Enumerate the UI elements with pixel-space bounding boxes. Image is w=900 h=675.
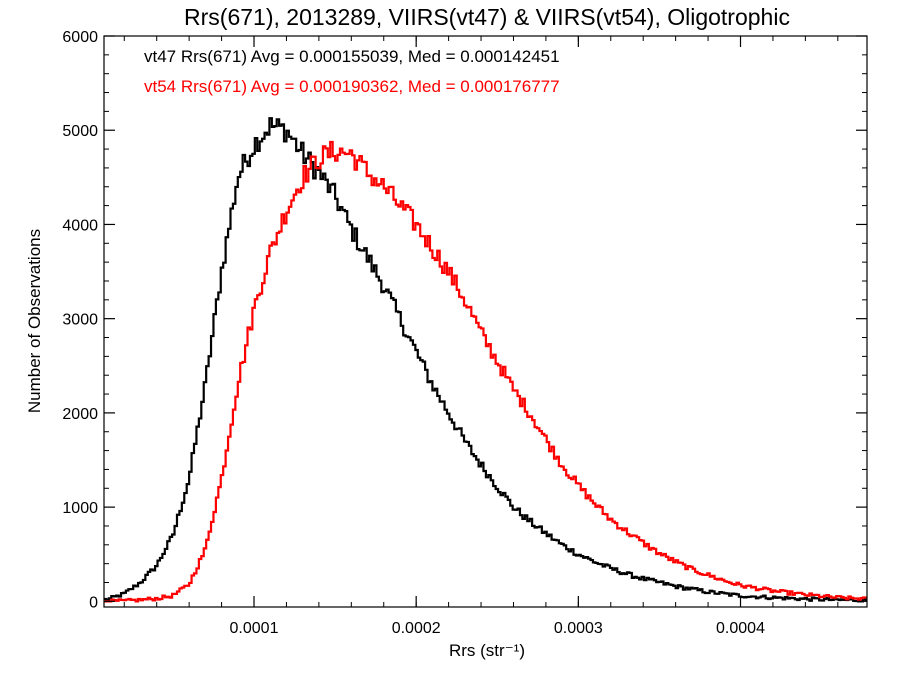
y-tick-label: 5000 — [62, 123, 98, 140]
x-tick-label: 0.0001 — [230, 620, 279, 637]
y-tick-label: 4000 — [62, 217, 98, 234]
y-tick-label: 6000 — [62, 29, 98, 46]
chart-title: Rrs(671), 2013289, VIIRS(vt47) & VIIRS(v… — [184, 4, 790, 30]
y-axis-label: Number of Observations — [25, 229, 44, 413]
plot-area — [104, 117, 867, 603]
annotation-vt47: vt47 Rrs(671) Avg = 0.000155039, Med = 0… — [144, 47, 560, 66]
x-axis-label: Rrs (str⁻¹) — [449, 641, 525, 660]
plot-frame — [103, 35, 868, 608]
y-tick-label: 1000 — [62, 500, 98, 517]
annotation-vt54: vt54 Rrs(671) Avg = 0.000190362, Med = 0… — [144, 77, 560, 96]
y-tick-label: 0 — [89, 594, 98, 611]
y-tick-label: 2000 — [62, 406, 98, 423]
y-axis-ticks: 0 1000 2000 3000 4000 5000 6000 — [62, 29, 867, 611]
x-tick-label: 0.0003 — [554, 620, 603, 637]
series-0-line — [104, 117, 867, 603]
x-tick-label: 0.0002 — [392, 620, 441, 637]
series-1-line — [104, 140, 867, 603]
y-tick-label: 3000 — [62, 312, 98, 329]
x-tick-label: 0.0004 — [716, 620, 765, 637]
x-axis-ticks: 0.0001 0.0002 0.0003 0.0004 — [123, 36, 839, 637]
